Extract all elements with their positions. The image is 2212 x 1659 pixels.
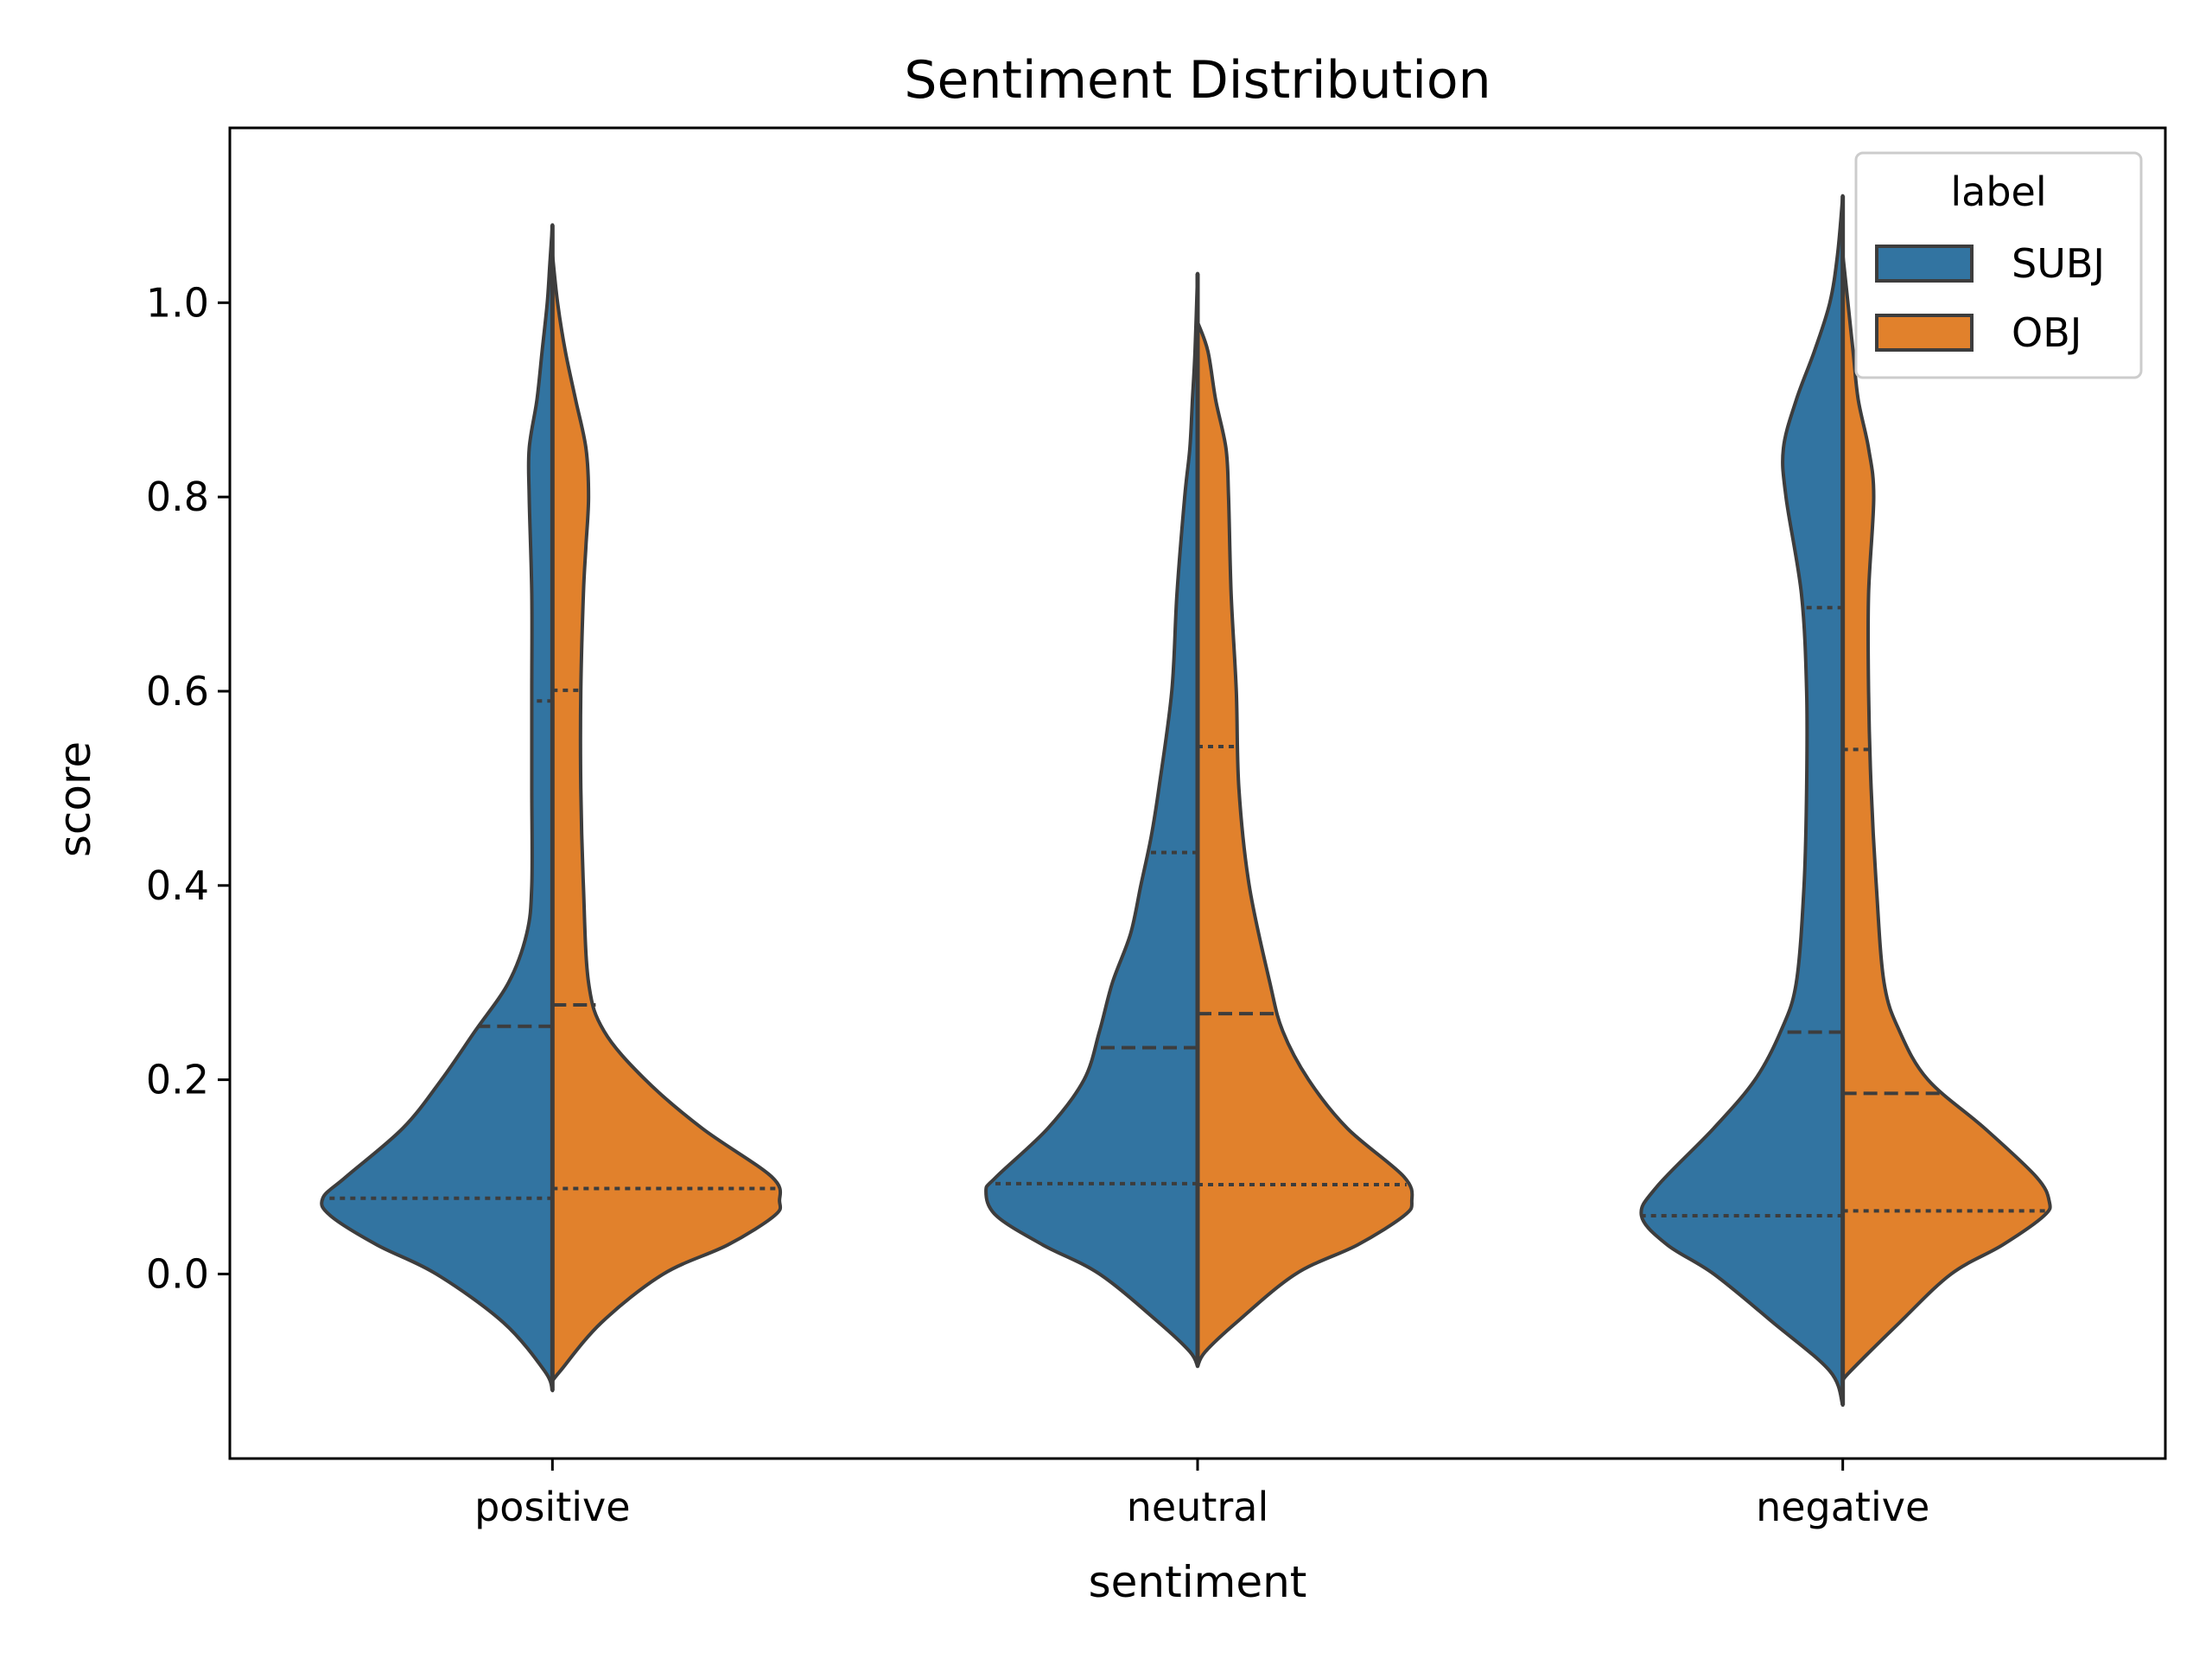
legend-label-obj: OBJ (2012, 309, 2082, 356)
y-tick-label: 0.8 (146, 474, 209, 520)
y-axis: 0.0 0.2 0.4 0.6 0.8 1.0 (146, 279, 230, 1297)
x-axis-label: sentiment (1089, 1557, 1307, 1607)
violins-layer (320, 194, 2052, 1408)
violin-half-negative-obj (1840, 252, 2052, 1383)
y-tick-label: 0.4 (146, 862, 209, 909)
y-axis-label: score (50, 741, 100, 857)
violin-half-positive-obj (550, 252, 783, 1383)
x-tick-label-negative: negative (1756, 1484, 1929, 1530)
violin-half-positive-subj (320, 223, 555, 1393)
y-tick-label: 0.0 (146, 1250, 209, 1297)
legend-label-subj: SUBJ (2012, 240, 2105, 287)
x-axis: positive neutral negative (474, 1459, 1929, 1530)
x-tick-label-neutral: neutral (1127, 1484, 1269, 1530)
violin-half-neutral-obj (1196, 320, 1414, 1369)
legend-swatch-obj (1875, 314, 1974, 352)
legend-swatch-subj (1875, 245, 1974, 283)
x-tick-label-positive: positive (474, 1484, 630, 1530)
y-tick-label: 0.6 (146, 668, 209, 715)
chart-title: Sentiment Distribution (904, 50, 1491, 111)
legend: label SUBJ OBJ (1854, 151, 2143, 379)
legend-title: label (1950, 168, 2046, 215)
violin-half-negative-subj (1639, 194, 1845, 1408)
violin-half-neutral-subj (984, 271, 1199, 1369)
split-center-lines-layer (550, 195, 1846, 1406)
quartile-lines-layer (322, 606, 2046, 1217)
y-tick-label: 1.0 (146, 279, 209, 326)
y-tick-label: 0.2 (146, 1057, 209, 1103)
